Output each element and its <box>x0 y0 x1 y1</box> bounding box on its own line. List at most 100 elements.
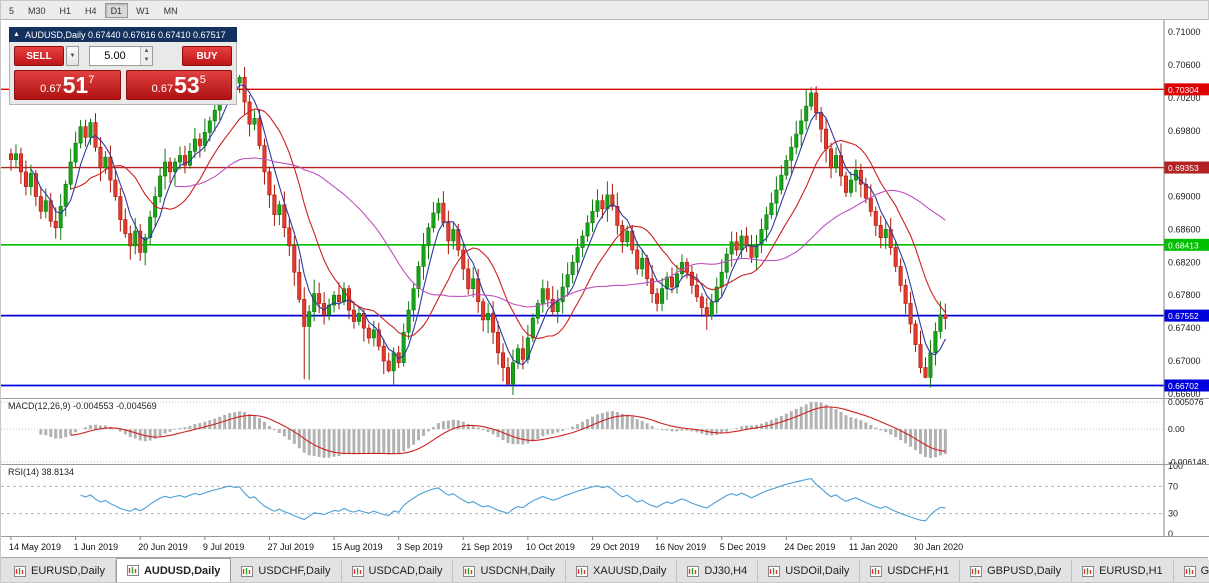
timeframe-button-m30[interactable]: M30 <box>28 5 46 16</box>
svg-text:70: 70 <box>1168 481 1178 491</box>
svg-text:0.70304: 0.70304 <box>1168 85 1199 95</box>
svg-text:10 Oct 2019: 10 Oct 2019 <box>526 542 575 552</box>
chart-tab-eurusd-daily[interactable]: EURUSD,Daily <box>4 560 116 582</box>
svg-text:30: 30 <box>1168 509 1178 519</box>
svg-text:0.69353: 0.69353 <box>1168 163 1199 173</box>
svg-text:-0.006148: -0.006148 <box>1168 457 1207 467</box>
svg-text:0.67800: 0.67800 <box>1168 290 1201 300</box>
chart-tab-gbpusd-daily[interactable]: GBPUSD,Daily <box>960 560 1073 582</box>
chart-area[interactable]: 0.71000 0.70600 0.70200 0.69800 0.69000 0.686… <box>1 20 1209 560</box>
svg-text:0.70600: 0.70600 <box>1168 60 1201 70</box>
timeframe-button-d1[interactable]: D1 <box>104 2 129 18</box>
symbol-ohlc-text: AUDUSD,Daily 0.67440 0.67616 0.67410 0.6… <box>24 29 226 40</box>
buy-price-big: 53 <box>174 72 200 98</box>
tab-chart-icon <box>687 565 700 577</box>
svg-text:0.67400: 0.67400 <box>1168 323 1201 333</box>
svg-text:0: 0 <box>1168 529 1173 539</box>
candles-layer <box>9 66 948 395</box>
svg-text:0.71000: 0.71000 <box>1168 27 1201 37</box>
chart-svg[interactable]: 0.71000 0.70600 0.70200 0.69800 0.69000 0.686… <box>1 20 1209 560</box>
tab-chart-icon <box>768 565 781 577</box>
tab-chart-icon <box>1183 565 1196 577</box>
chart-tab-usdcnh-daily[interactable]: USDCNH,Daily <box>453 560 567 582</box>
svg-text:100: 100 <box>1168 461 1183 471</box>
tab-label: GBPUSD,Daily <box>987 565 1062 577</box>
svg-text:24 Dec 2019: 24 Dec 2019 <box>784 542 835 552</box>
buy-price-tile[interactable]: 0.67 53 5 <box>125 70 232 100</box>
rsi-indicator-label: RSI(14) 38.8134 <box>8 467 75 477</box>
rsi-panel <box>1 478 1164 522</box>
svg-text:0.00: 0.00 <box>1168 424 1185 434</box>
panel-separators <box>1 398 1209 537</box>
buy-price-prefix: 0.67 <box>151 83 174 95</box>
date-axis: 14 May 2019 1 Jun 2019 20 Jun 2019 9 Jul 20… <box>9 536 964 552</box>
tab-chart-icon <box>14 565 26 577</box>
chart-tab-eurusd-h1[interactable]: EURUSD,H1 <box>1072 560 1174 582</box>
svg-text:0.67552: 0.67552 <box>1168 311 1199 321</box>
svg-text:30 Jan 2020: 30 Jan 2020 <box>914 542 964 552</box>
volume-up-icon[interactable]: ▲ <box>141 47 152 56</box>
tab-label: DJ30,H4 <box>704 565 748 577</box>
svg-text:0.68413: 0.68413 <box>1168 240 1199 250</box>
chart-tab-gbpaud-h1[interactable]: GBPAUD,H1 <box>1173 560 1209 582</box>
timeframe-button-5[interactable]: 5 <box>9 5 15 16</box>
svg-text:0.69000: 0.69000 <box>1168 192 1201 202</box>
tab-chart-icon <box>463 565 476 577</box>
macd-indicator-label: MACD(12,26,9) -0.004553 -0.004569 <box>8 401 157 411</box>
chart-tab-usdoil-daily[interactable]: USDOil,Daily <box>758 560 861 582</box>
svg-text:0.66600: 0.66600 <box>1168 389 1201 399</box>
volume-box: ▲ ▼ <box>89 46 153 66</box>
sell-price-prefix: 0.67 <box>40 83 62 95</box>
volume-stepper[interactable]: ▲ ▼ <box>140 47 152 65</box>
timeframe-button-mn[interactable]: MN <box>163 5 178 16</box>
svg-text:0.68200: 0.68200 <box>1168 257 1201 267</box>
timeframe-button-h4[interactable]: H4 <box>85 5 97 16</box>
tab-chart-icon <box>241 565 254 577</box>
sell-options-dropdown[interactable]: ▼ <box>66 46 79 66</box>
chart-tab-audusd-daily[interactable]: AUDUSD,Daily <box>115 558 232 582</box>
sell-button[interactable]: SELL <box>14 46 64 66</box>
svg-text:20 Jun 2019: 20 Jun 2019 <box>138 542 188 552</box>
chart-tab-dj30-h4[interactable]: DJ30,H4 <box>677 560 759 582</box>
svg-text:21 Sep 2019: 21 Sep 2019 <box>461 542 512 552</box>
tab-chart-icon <box>970 565 983 577</box>
sell-price-big: 51 <box>62 72 89 98</box>
chart-tab-usdcad-daily[interactable]: USDCAD,Daily <box>341 560 454 582</box>
sell-price-tile[interactable]: 0.67 51 7 <box>14 70 121 100</box>
buy-button[interactable]: BUY <box>182 46 232 66</box>
tab-label: EURUSD,Daily <box>31 565 105 577</box>
timeframe-toolbar: 5 M30 H1 H4 D1 W1 MN <box>1 1 1208 20</box>
svg-text:11 Jan 2020: 11 Jan 2020 <box>849 542 898 552</box>
price-axis: 0.71000 0.70600 0.70200 0.69800 0.69000 0.686… <box>1163 20 1209 560</box>
svg-text:9 Jul 2019: 9 Jul 2019 <box>203 542 245 552</box>
volume-down-icon[interactable]: ▼ <box>141 56 152 65</box>
collapse-trade-panel-icon[interactable]: ▲ <box>13 31 20 38</box>
svg-text:16 Nov 2019: 16 Nov 2019 <box>655 542 706 552</box>
svg-text:27 Jul 2019: 27 Jul 2019 <box>267 542 314 552</box>
tab-label: USDCHF,Daily <box>258 565 331 577</box>
trade-panel-body: SELL ▼ ▲ ▼ BUY 0.67 51 7 0.6 <box>9 42 237 105</box>
volume-input[interactable] <box>90 47 140 65</box>
svg-text:0.70200: 0.70200 <box>1168 93 1201 103</box>
chart-tab-usdchf-h1[interactable]: USDCHF,H1 <box>860 560 961 582</box>
tab-label: GBPAUD,H1 <box>1200 565 1209 577</box>
timeframe-button-w1[interactable]: W1 <box>136 5 150 16</box>
chart-tab-xauusd-daily[interactable]: XAUUSD,Daily <box>566 560 678 582</box>
svg-text:0.69800: 0.69800 <box>1168 126 1201 136</box>
svg-text:5 Dec 2019: 5 Dec 2019 <box>720 542 766 552</box>
svg-text:14 May 2019: 14 May 2019 <box>9 542 61 552</box>
tab-label: USDCNH,Daily <box>480 565 556 577</box>
timeframe-button-h1[interactable]: H1 <box>59 5 72 16</box>
trade-panel-header[interactable]: ▲ AUDUSD,Daily 0.67440 0.67616 0.67410 0… <box>9 27 237 42</box>
chart-tab-usdchf-daily[interactable]: USDCHF,Daily <box>231 560 342 582</box>
macd-panel <box>1 401 1164 463</box>
tab-label: USDCAD,Daily <box>368 565 443 577</box>
tab-chart-icon <box>126 565 139 576</box>
tab-label: USDCHF,H1 <box>887 565 950 577</box>
tab-chart-icon <box>1082 565 1095 577</box>
svg-text:0.68600: 0.68600 <box>1168 224 1201 234</box>
tab-chart-icon <box>870 565 883 577</box>
chart-tabbar: EURUSD,Daily AUDUSD,Daily USDCHF,Daily USDC… <box>1 557 1209 582</box>
sell-price-pip: 7 <box>88 74 95 86</box>
